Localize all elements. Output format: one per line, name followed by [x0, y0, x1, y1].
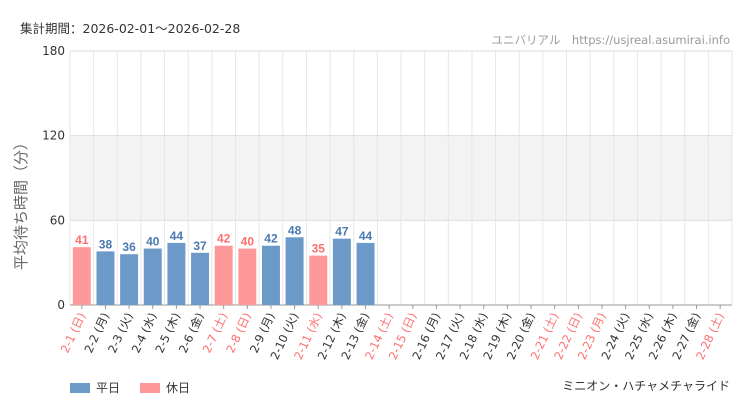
- bar: [143, 248, 162, 305]
- bar: [238, 248, 257, 305]
- bar-value-label: 44: [170, 229, 184, 243]
- bar-value-label: 40: [241, 235, 255, 249]
- attraction-name: ミニオン・ハチャメチャライド: [562, 379, 730, 393]
- y-tick-label: 60: [50, 213, 65, 227]
- bar: [96, 251, 115, 305]
- period-label: 集計期間：2026-02-01〜2026-02-28: [20, 21, 241, 36]
- bar: [285, 237, 304, 305]
- legend: 平日 休日: [70, 379, 190, 396]
- bar-value-label: 42: [264, 232, 278, 246]
- bar-value-label: 37: [193, 239, 207, 253]
- bar: [120, 254, 139, 305]
- bar-value-label: 44: [359, 229, 373, 243]
- bar-value-label: 40: [146, 235, 160, 249]
- source-credit: ユニバリアル https://usjreal.asumirai.info: [491, 33, 730, 47]
- bar-value-label: 36: [122, 240, 136, 254]
- y-tick-label: 180: [42, 44, 65, 58]
- legend-holiday-swatch: [140, 382, 161, 393]
- legend-weekday-label: 平日: [96, 381, 121, 395]
- legend-weekday[interactable]: 平日: [70, 379, 120, 396]
- bar-value-label: 41: [75, 233, 89, 247]
- legend-weekday-swatch: [70, 382, 90, 393]
- y-tick-label: 0: [57, 298, 65, 312]
- bar: [191, 252, 210, 305]
- bar-value-label: 47: [335, 225, 349, 239]
- bar-value-label: 35: [312, 242, 326, 256]
- legend-holiday-label: 休日: [166, 381, 191, 395]
- bar: [356, 242, 375, 305]
- bar-value-label: 42: [217, 232, 231, 246]
- legend-holiday[interactable]: 休日: [140, 379, 190, 396]
- bar: [332, 238, 351, 305]
- bar: [261, 245, 280, 305]
- bar: [167, 242, 186, 305]
- bar: [214, 245, 233, 305]
- bar-value-label: 48: [288, 223, 302, 237]
- bar: [72, 247, 91, 305]
- y-tick-label: 120: [42, 129, 65, 143]
- bar: [309, 255, 328, 305]
- bar-value-label: 38: [99, 237, 113, 251]
